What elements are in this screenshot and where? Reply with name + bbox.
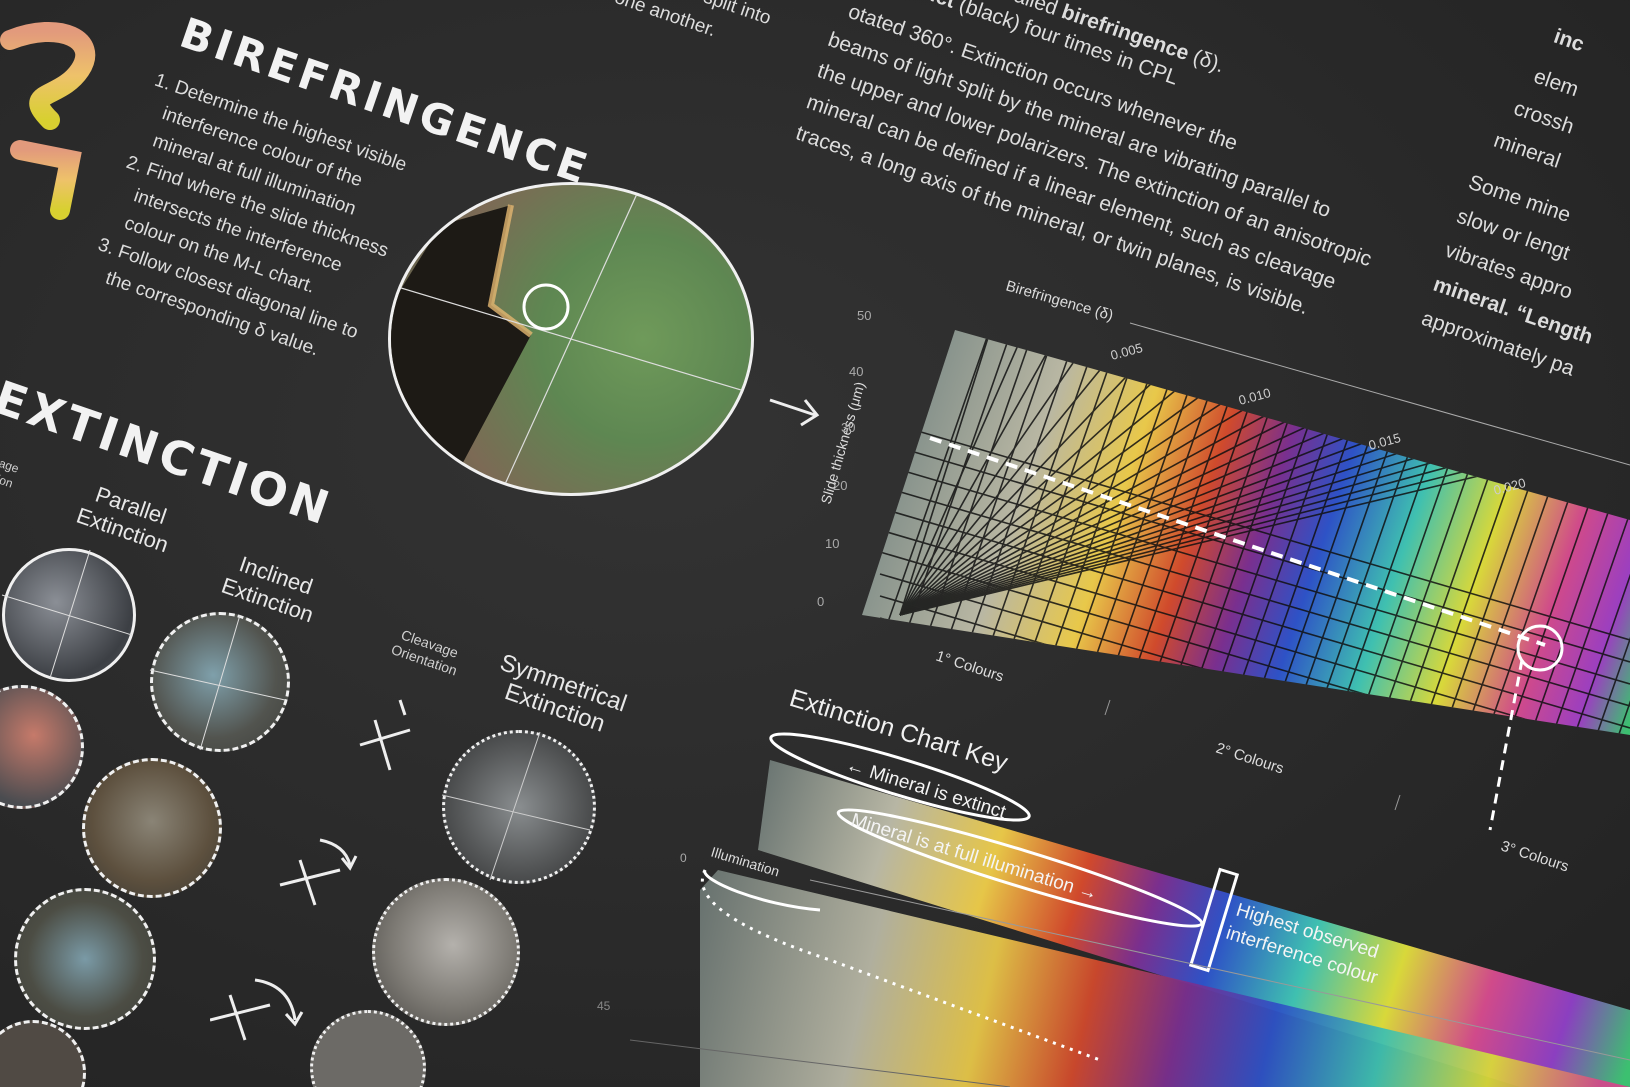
reading-point-marker [1516, 624, 1564, 672]
chart-horizontal-line [879, 441, 1630, 663]
chart-grid-line [1565, 330, 1630, 735]
chart-grid-line [1587, 330, 1630, 735]
cleavage-symbols [210, 699, 411, 1041]
ytick: 10 [825, 536, 839, 551]
arrow-icon [769, 398, 820, 427]
illumination-curve-solid [703, 869, 821, 912]
ytick: 40 [849, 364, 863, 379]
illumination-axis [809, 879, 1630, 1061]
key-color-band [758, 760, 1630, 1087]
key-title: Extinction Chart Key [786, 684, 1011, 777]
biref-tick: 0.005 [1109, 340, 1144, 363]
chart-diagonal-line [899, 387, 1630, 616]
cleavage-symbol-3 [210, 978, 304, 1041]
illumination-band [700, 870, 1630, 1087]
order-tick [1394, 794, 1401, 811]
parallel-sample-1 [2, 548, 136, 682]
chart-diagonal-line [899, 330, 1073, 616]
chart-diagonal-line [899, 330, 1037, 616]
inclined-sample-1 [150, 612, 290, 752]
chart-diagonal-line [899, 391, 1630, 616]
chart-horizontal-line [879, 551, 1630, 735]
chart-horizontal-line [879, 419, 1630, 641]
key-extinct-ellipse [769, 732, 1031, 822]
cleavage-symbol-2 [279, 838, 358, 906]
symmetrical-sample-1 [442, 730, 596, 884]
chart-top-label: Birefringence (δ) [1004, 278, 1115, 325]
symmetrical-sample-2 [372, 878, 520, 1026]
chart-grid-line [1521, 330, 1630, 735]
chart-top-axis [1129, 322, 1630, 466]
biref-tick: 0.010 [1237, 385, 1272, 408]
illumination-lower-axis [629, 1039, 1011, 1087]
chart-grid-line [1543, 330, 1630, 735]
ytick: 0 [817, 594, 824, 609]
ytick: 30 [841, 420, 855, 435]
order-label-2: 2° Colours [1214, 740, 1286, 778]
chart-yticks: 0 10 20 30 40 50 [817, 308, 871, 609]
chart-horizontal-line [879, 529, 1630, 735]
illumination-45: 45 [597, 999, 611, 1013]
order-label-1: 1° Colours [934, 648, 1006, 686]
chart-horizontal-line [879, 507, 1630, 729]
cleavage-symbol-1 [359, 699, 411, 771]
chart-horizontal-line [879, 463, 1630, 685]
ytick: 20 [833, 478, 847, 493]
chart-horizontal-line [879, 485, 1630, 707]
parallel-sample-3 [14, 888, 156, 1030]
ytick: 50 [857, 308, 871, 323]
logo-fragment [0, 22, 96, 220]
thickness-reading-line [929, 436, 1546, 647]
biref-tick: 0.015 [1367, 430, 1402, 453]
chart-grid-line [1499, 330, 1630, 735]
thin-section-crosshair [391, 185, 751, 493]
sample-crosshairs [1, 549, 591, 881]
key-illumination-ellipse [836, 808, 1204, 928]
illumination-zero: 0 [680, 851, 687, 865]
thin-section-view [388, 182, 754, 496]
order-tick [1104, 699, 1111, 716]
order-label-3: 3° Colours [1499, 838, 1571, 876]
colour-reading-line [1488, 659, 1524, 831]
inclined-sample-2 [82, 758, 222, 898]
key-highest-marker [1188, 867, 1240, 973]
